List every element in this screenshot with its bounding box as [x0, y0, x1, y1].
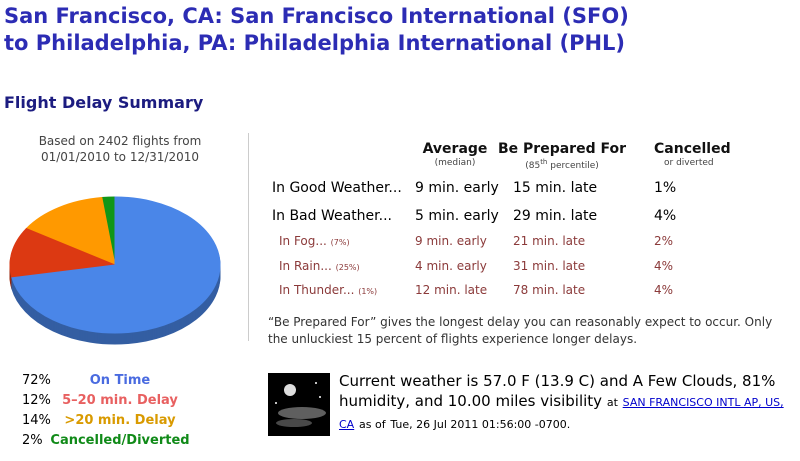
column-subheader: (median) [434, 158, 476, 168]
weather-at: at [606, 396, 618, 409]
weather-as-of: as of [359, 418, 386, 431]
cancelled: 4% [654, 259, 674, 273]
row-share: (1%) [358, 287, 378, 296]
cancelled: 4% [654, 208, 677, 224]
row-label: In Rain... (25%) [279, 259, 360, 273]
row-label: In Bad Weather... [272, 208, 392, 224]
legend-label: Cancelled/Diverted [50, 433, 190, 448]
column-subheader: (85th percentile) [492, 158, 632, 171]
row-label-text: In Fog... [279, 234, 327, 248]
prepared: 78 min. late [513, 283, 586, 297]
legend-value: 14% [22, 413, 51, 428]
average: 9 min. early [415, 234, 487, 248]
cancelled: 1% [654, 180, 677, 196]
subheader-part: (85 [525, 161, 541, 171]
weather-time: Tue, 26 Jul 2011 01:56:00 -0700 [390, 418, 567, 431]
weather-text: Current weather is 57.0 F (13.9 C) and A… [339, 372, 776, 410]
pie-slice [9, 227, 117, 279]
subheader-sup: th [540, 158, 548, 166]
row-share: (25%) [335, 263, 360, 272]
column-subheader: or diverted [664, 158, 714, 168]
cancelled: 4% [654, 283, 674, 297]
weather-end: . [566, 418, 571, 431]
column-header: Average [422, 141, 488, 157]
row-label-text: In Bad Weather... [272, 208, 392, 224]
station-link[interactable]: SAN FRANCISCO INTL AP, US, CA [339, 396, 784, 431]
subheader-part: percentile) [550, 161, 599, 171]
column-header: Cancelled [654, 141, 731, 157]
chart-subtitle: Based on 2402 flights from [38, 134, 202, 148]
average: 5 min. early [415, 208, 499, 224]
legend-value: 12% [22, 393, 51, 408]
legend-value: 2% [22, 433, 43, 448]
divider [248, 133, 249, 341]
legend-value: 72% [22, 373, 51, 388]
row-label-text: In Good Weather... [272, 180, 402, 196]
weather-icon [268, 373, 330, 436]
legend-label: 5–20 min. Delay [62, 393, 178, 408]
average: 9 min. early [415, 180, 499, 196]
column-header: Be Prepared For [498, 141, 626, 157]
average: 4 min. early [415, 259, 487, 273]
weather: Current weather is 57.0 F (13.9 C) and A… [339, 371, 794, 435]
note: “Be Prepared For” gives the longest dela… [268, 315, 773, 346]
section-title: Flight Delay Summary [4, 93, 204, 112]
row-label: In Good Weather... [272, 180, 402, 196]
pie-chart [9, 196, 221, 345]
chart-subtitle: 01/01/2010 to 12/31/2010 [40, 150, 199, 164]
row-label-text: In Rain... [279, 259, 332, 273]
prepared: 31 min. late [513, 259, 586, 273]
pie-slice [11, 196, 221, 334]
cancelled: 2% [654, 234, 674, 248]
row-label-text: In Thunder... [279, 283, 355, 297]
pie-slice [25, 197, 116, 266]
legend-label: On Time [89, 373, 151, 388]
title: San Francisco, CA: San Francisco Interna… [4, 4, 629, 28]
legend-label: >20 min. Delay [64, 413, 176, 428]
row-label: In Thunder... (1%) [279, 283, 377, 297]
title: to Philadelphia, PA: Philadelphia Intern… [4, 31, 626, 55]
row-label: In Fog... (7%) [279, 234, 350, 248]
row-share: (7%) [330, 238, 350, 247]
average: 12 min. late [415, 283, 488, 297]
prepared: 15 min. late [513, 180, 598, 196]
prepared: 21 min. late [513, 234, 586, 248]
prepared: 29 min. late [513, 208, 598, 224]
